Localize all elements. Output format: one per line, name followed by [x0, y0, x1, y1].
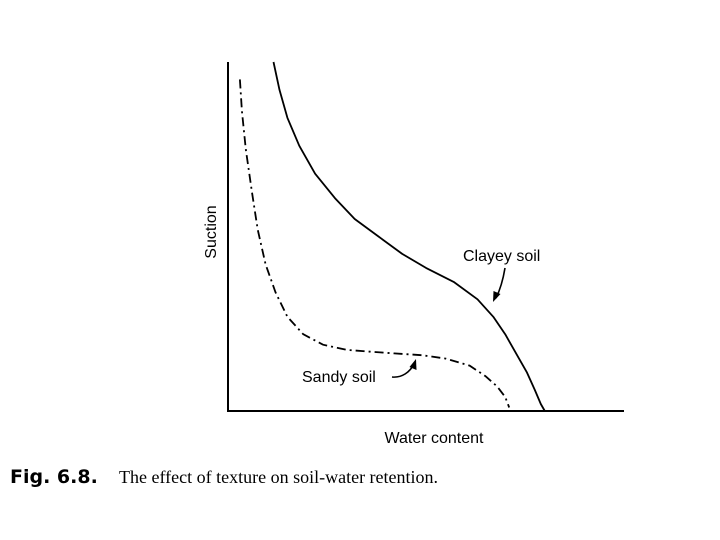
sandy-soil-arrowhead — [409, 359, 417, 370]
clayey-soil-curve — [272, 61, 546, 412]
x-axis-label: Water content — [384, 430, 484, 447]
figure-caption-text: The effect of texture on soil-water rete… — [119, 467, 438, 487]
sandy-soil-curve — [239, 79, 511, 408]
clayey-soil-arrowhead — [493, 291, 501, 302]
figure-caption-label: Fig. 6.8. — [10, 466, 98, 488]
y-axis-label: Suction — [203, 205, 220, 258]
sandy-soil-annotation: Sandy soil — [302, 369, 376, 386]
clayey-soil-annotation: Clayey soil — [463, 248, 540, 265]
